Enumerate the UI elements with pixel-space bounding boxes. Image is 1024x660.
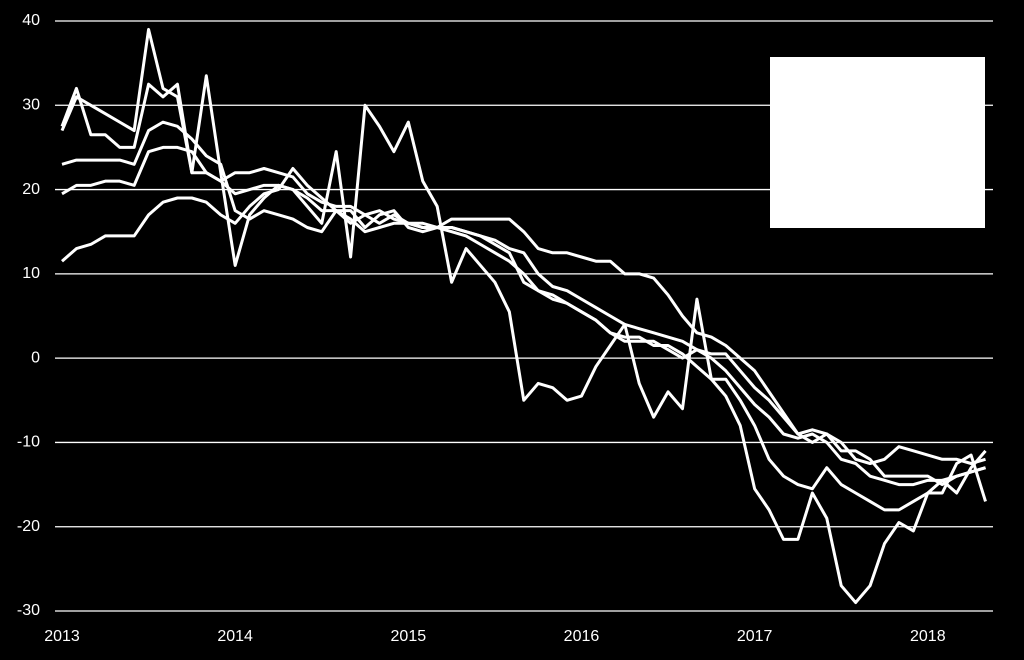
series-line [61, 167, 986, 465]
x-tick-label: 2018 [910, 628, 946, 645]
x-tick-label: 2015 [391, 628, 427, 645]
y-tick-label: 10 [22, 265, 40, 282]
plot-lines [60, 27, 987, 605]
y-tick-label: 40 [22, 12, 40, 29]
x-tick-label: 2014 [217, 628, 253, 645]
y-tick-label: 0 [31, 349, 40, 366]
series-line [60, 27, 987, 605]
legend-box [770, 57, 985, 228]
series-line [61, 145, 987, 495]
y-tick-label: -10 [17, 434, 40, 451]
y-tick-label: 30 [22, 97, 40, 114]
y-tick-label: -30 [17, 602, 40, 619]
x-tick-label: 2017 [737, 628, 773, 645]
y-tick-label: -20 [17, 518, 40, 535]
y-tick-label: 20 [22, 181, 40, 198]
x-tick-label: 2016 [564, 628, 600, 645]
x-tick-label: 2013 [44, 628, 80, 645]
series-line [61, 120, 986, 487]
